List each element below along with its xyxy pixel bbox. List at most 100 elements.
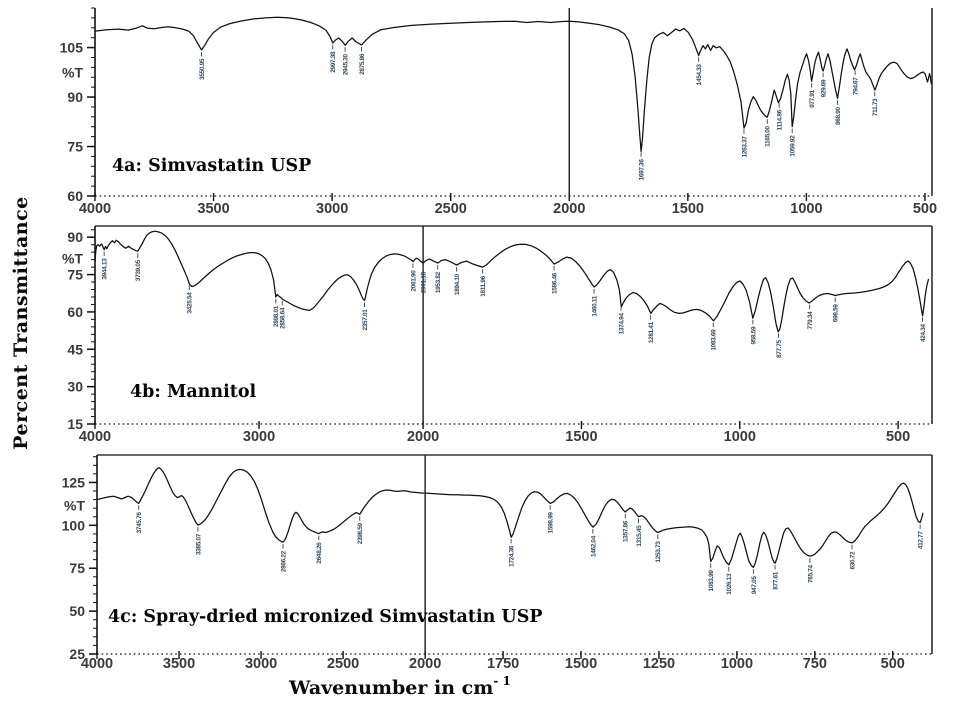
peak-label: 1374.94 xyxy=(618,313,625,335)
peak-label: 1165.00 xyxy=(765,125,772,146)
peak-label: 1460.11 xyxy=(591,295,598,316)
spectrum-curve-4c xyxy=(96,467,924,569)
x-axis-title-text: Wavenumber in cm xyxy=(289,677,494,699)
peak-label: 1724.36 xyxy=(508,545,515,567)
x-axis-title-superscript: - 1 xyxy=(493,674,511,688)
peak-label: 3385.07 xyxy=(195,533,202,555)
peak-label: 630.72 xyxy=(849,551,856,569)
peak-label: 2866.22 xyxy=(280,550,287,572)
peak-label: 698.59 xyxy=(833,304,840,322)
x-tick-label: 1500 xyxy=(672,201,704,217)
x-tick-label: 1750 xyxy=(487,656,519,672)
x-tick-label: 750 xyxy=(803,656,827,672)
panel-4c: 125 100 75 50 25 %T 4000 3500 3000 2500 2000 1750 15… xyxy=(62,454,933,672)
peak-label: 877.61 xyxy=(772,571,779,589)
peak-label: 1454.33 xyxy=(696,64,703,86)
x-tick-label: 1250 xyxy=(643,656,675,672)
peak-label: 1083.69 xyxy=(711,329,718,351)
x-tick-label: 3000 xyxy=(245,656,277,672)
peak-label: 412.77 xyxy=(918,531,925,549)
peak-label: 424.34 xyxy=(920,324,927,342)
peak-label: 1281.41 xyxy=(648,321,655,343)
peak-label: 877.75 xyxy=(776,339,783,357)
x-tick-label: 4000 xyxy=(79,429,111,445)
peak-label: 1114.86 xyxy=(777,109,784,130)
x-tick-label: 500 xyxy=(913,201,937,217)
y-tick-label: 60 xyxy=(67,188,83,204)
peak-label: 1697.36 xyxy=(638,159,645,181)
peak-label: 868.90 xyxy=(835,106,842,124)
peak-label: 779.34 xyxy=(807,311,814,329)
y-tick-label: 75 xyxy=(67,267,83,283)
peak-label: 1083.99 xyxy=(708,570,715,592)
y-tick-label: 75 xyxy=(67,139,83,155)
peak-label: 1026.13 xyxy=(726,573,733,595)
x-tick-label: 1000 xyxy=(721,656,753,672)
peak-label: 1953.82 xyxy=(435,271,442,293)
x-tick-label: 4000 xyxy=(81,656,113,672)
x-tick-label: 3000 xyxy=(316,201,348,217)
x-tick-label: 2000 xyxy=(407,429,439,445)
peak-label: 947.05 xyxy=(751,576,758,594)
peak-label: 1315.45 xyxy=(636,525,643,547)
peak-label: 2997.38 xyxy=(330,51,337,73)
peak-label: 2061.90 xyxy=(410,270,417,292)
peak-label: 1462.04 xyxy=(590,535,597,557)
x-tick-label: 4000 xyxy=(79,201,111,217)
peak-label: 977.91 xyxy=(809,89,816,107)
peak-label: 2898.01 xyxy=(273,305,280,327)
peak-label: 3739.05 xyxy=(135,259,142,281)
peak-label: 2398.59 xyxy=(357,523,364,545)
y-tick-label: 25 xyxy=(69,646,85,662)
peak-label: 2858.64 xyxy=(280,307,287,329)
x-tick-label: 2000 xyxy=(409,656,441,672)
y-axis-title: Percent Transmittance xyxy=(10,196,32,450)
y-axis-unit-label: %T xyxy=(62,64,83,80)
peak-label: 929.69 xyxy=(820,79,827,97)
peak-label: 3745.76 xyxy=(136,512,143,534)
peak-label: 711.73 xyxy=(872,98,879,116)
peak-label: 3425.54 xyxy=(187,292,194,314)
x-tick-label: 500 xyxy=(886,429,910,445)
peak-label: 2001.18 xyxy=(420,271,427,293)
y-tick-label: 30 xyxy=(67,379,83,395)
x-tick-label: 2000 xyxy=(553,201,585,217)
y-tick-label: 100 xyxy=(62,517,86,533)
peak-label: 765.74 xyxy=(807,564,814,582)
y-tick-label: 90 xyxy=(67,229,83,245)
peak-label: 3550.95 xyxy=(199,58,206,80)
peak-label: 1586.46 xyxy=(551,272,558,294)
x-tick-label: 1500 xyxy=(565,656,597,672)
y-tick-label: 15 xyxy=(67,416,83,432)
peak-label: 1894.10 xyxy=(454,273,461,295)
x-tick-label: 3000 xyxy=(243,429,275,445)
y-tick-label: 60 xyxy=(67,304,83,320)
x-tick-label: 1000 xyxy=(790,201,822,217)
x-tick-label: 1000 xyxy=(724,429,756,445)
x-axis-title: Wavenumber in cm- 1 xyxy=(250,674,550,699)
peak-label: 1598.99 xyxy=(548,512,555,534)
panel-4b: 90 75 60 45 30 15 %T 4000 3000 2000 1500 1000 500 394… xyxy=(62,225,933,445)
peak-label: 1059.92 xyxy=(790,135,797,157)
y-tick-label: 105 xyxy=(60,40,84,56)
spectrum-curve-4a xyxy=(94,16,932,153)
x-tick-label: 2500 xyxy=(435,201,467,217)
x-tick-label: 3500 xyxy=(197,201,229,217)
x-tick-label: 1500 xyxy=(565,429,597,445)
panel-title-4a: 4a: Simvastatin USP xyxy=(112,156,311,176)
peak-label: 2945.30 xyxy=(343,53,350,75)
x-tick-label: 2500 xyxy=(327,656,359,672)
peak-label: 2357.01 xyxy=(362,309,369,331)
x-tick-label: 3500 xyxy=(163,656,195,672)
peak-label: 1253.73 xyxy=(655,541,662,563)
panel-4a: 105 90 75 60 %T 4000 3500 3000 2500 2000 1500 1000 5… xyxy=(60,7,937,217)
peak-label: 1357.86 xyxy=(623,520,630,542)
peak-label: 2648.26 xyxy=(316,542,323,564)
spectrum-curve-4b xyxy=(94,230,930,333)
x-tick-label: 500 xyxy=(881,656,905,672)
peak-label: 958.59 xyxy=(750,326,757,344)
y-tick-label: 90 xyxy=(67,89,83,105)
panel-title-4c: 4c: Spray-dried micronized Simvastatin U… xyxy=(108,607,543,627)
